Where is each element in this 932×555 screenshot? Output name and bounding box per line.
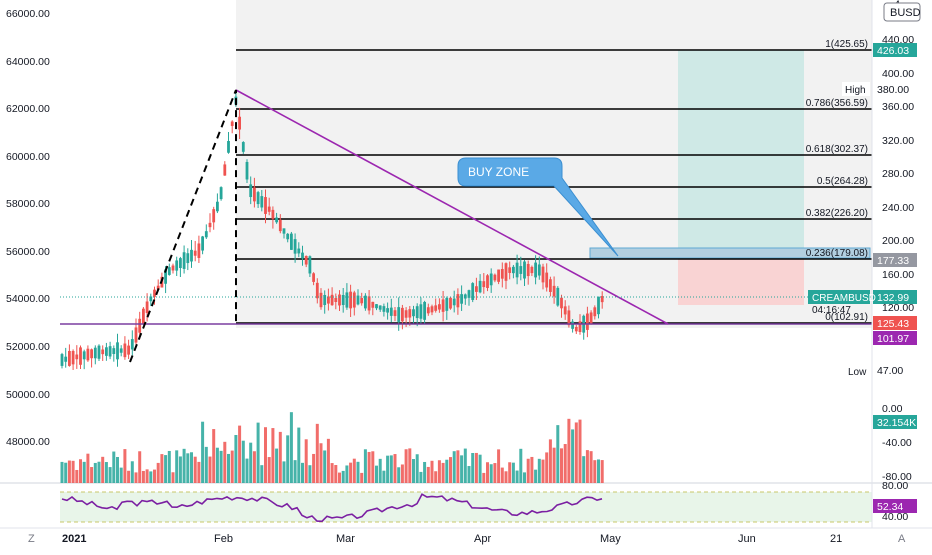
fib-level-label: 0.786(356.59)	[806, 98, 868, 109]
low-label-box	[845, 364, 870, 378]
currency-button[interactable]	[883, 2, 921, 22]
price-tag-label: 132.99	[877, 292, 909, 304]
time-axis-label: May	[600, 533, 621, 545]
low-label: Low	[848, 367, 867, 378]
fib-level-label: 0.236(179.08)	[806, 248, 868, 259]
price-tag-label: 380.00	[877, 84, 909, 96]
impulse-leg-dashed[interactable]	[129, 89, 237, 363]
left-axis-tick: 52000.00	[6, 341, 50, 353]
right-axis-tick: -40.00	[882, 437, 912, 449]
rsi-axis: 80.00 40.00	[882, 480, 908, 523]
rsi-line	[61, 493, 603, 523]
fib-level-label: 0.382(226.20)	[806, 208, 868, 219]
price-tag-label: 426.03	[877, 45, 909, 57]
right-axis-tick: 360.00	[882, 101, 914, 113]
time-axis-label: Apr	[474, 533, 491, 545]
symbol-tag-label: CREAMBUSD	[812, 293, 876, 304]
right-axis-tick: 240.00	[882, 202, 914, 214]
time-axis-label: Mar	[336, 533, 355, 545]
fibonacci-retracement[interactable]: 1(425.65) 0.786(356.59) 0.618(302.37) 0.5(2…	[236, 39, 872, 324]
price-tag-label: 101.97	[877, 333, 909, 345]
price-tag	[873, 499, 917, 513]
high-label-box	[842, 82, 870, 96]
auto-scale-icon[interactable]: A	[898, 533, 906, 545]
price-tag-label: 47.00	[877, 365, 903, 377]
price-tag	[873, 316, 917, 330]
left-axis-tick: 62000.00	[6, 103, 50, 115]
high-label: High	[845, 85, 866, 96]
price-tag	[873, 43, 917, 57]
price-tag	[873, 331, 917, 345]
time-axis-label: 21	[830, 533, 842, 545]
left-axis-tick: 54000.00	[6, 293, 50, 305]
right-axis-tick: 200.00	[882, 235, 914, 247]
candlestick-series	[60, 93, 604, 370]
time-axis-label: 2021	[62, 533, 86, 545]
price-tag-label: 32.154K	[877, 417, 916, 429]
countdown-label: 04:16:47	[812, 305, 851, 316]
right-axis-tick: 120.00	[882, 302, 914, 314]
rsi-background-band	[60, 492, 872, 522]
fib-level-label: 0.618(302.37)	[806, 144, 868, 155]
price-tag	[873, 415, 917, 429]
right-axis-tick: 280.00	[882, 168, 914, 180]
left-price-axis[interactable]: 66000.00 64000.00 62000.00 60000.00 58000.00…	[6, 8, 50, 448]
right-axis-tick: 0.00	[882, 403, 903, 415]
price-tag	[873, 363, 917, 377]
right-axis-tick: 160.00	[882, 269, 914, 281]
right-axis-tick: 400.00	[882, 68, 914, 80]
left-axis-tick: 60000.00	[6, 151, 50, 163]
symbol-tag	[808, 290, 870, 304]
price-tag-label: 177.33	[877, 255, 909, 267]
fib-level-label: 1(425.65)	[825, 39, 868, 50]
time-axis-label: Feb	[214, 533, 233, 545]
right-axis-tick: 320.00	[882, 135, 914, 147]
right-axis-tick: -80.00	[882, 471, 912, 483]
fib-level-label: 0(102.91)	[825, 312, 868, 323]
left-axis-tick: 66000.00	[6, 8, 50, 20]
currency-button-label: BUSD	[890, 7, 921, 19]
long-position-profit-zone	[678, 50, 804, 255]
left-axis-tick: 50000.00	[6, 389, 50, 401]
rsi-axis-tick: 80.00	[882, 480, 908, 492]
rsi-axis-tick: 40.00	[882, 511, 908, 523]
price-tag-label: 125.43	[877, 318, 909, 330]
time-axis[interactable]: 2021 Feb Mar Apr May Jun 21	[62, 533, 842, 545]
fib-level-label: 0.5(264.28)	[817, 176, 868, 187]
left-axis-tick: 56000.00	[6, 246, 50, 258]
descending-trendline[interactable]	[235, 89, 669, 325]
left-axis-tick: 64000.00	[6, 56, 50, 68]
timezone-toggle-icon[interactable]: Z	[28, 533, 35, 545]
volume-bars	[60, 412, 604, 483]
buy-zone-callout[interactable]	[457, 157, 619, 257]
price-tag	[873, 253, 917, 267]
buy-zone-rect[interactable]	[589, 247, 871, 259]
price-tag	[873, 290, 917, 304]
left-axis-tick: 48000.00	[6, 436, 50, 448]
time-axis-label: Jun	[738, 533, 756, 545]
price-tag-label: 52.34	[877, 501, 903, 513]
left-axis-tick: 58000.00	[6, 198, 50, 210]
buy-zone-label: BUY ZONE	[468, 165, 529, 179]
price-tags: 426.03 380.00 177.33 132.99 125.43 101.97 47.0…	[812, 43, 917, 513]
price-tag	[873, 82, 917, 96]
